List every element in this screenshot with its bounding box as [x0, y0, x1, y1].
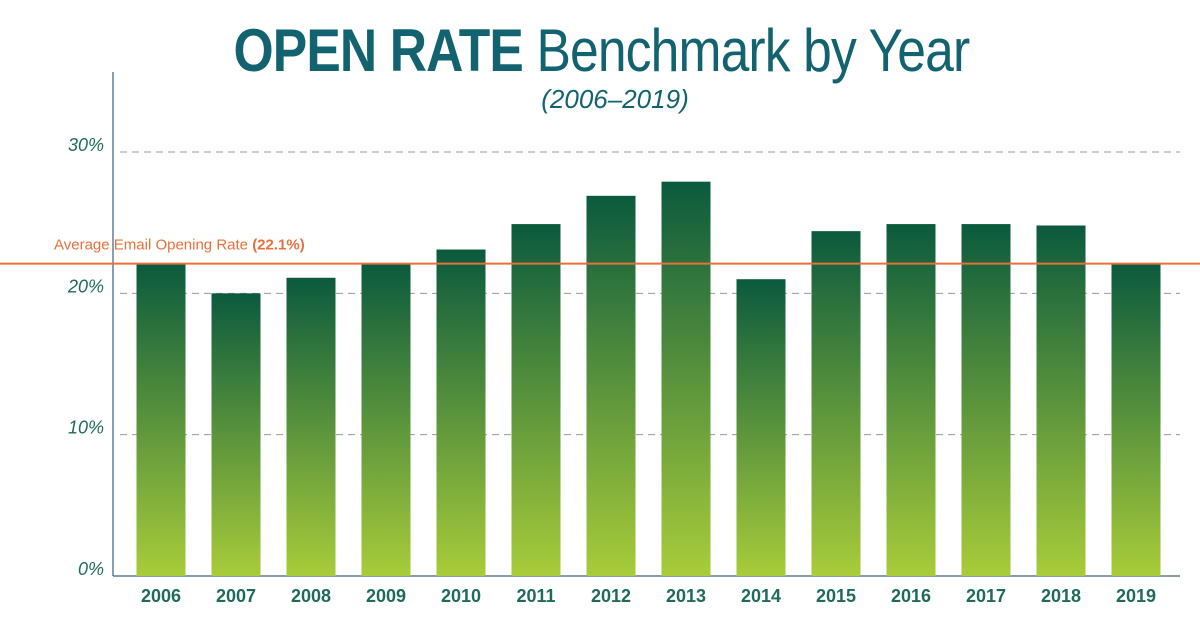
gridlines — [120, 151, 1180, 436]
chart-subtitle: (2006–2019) — [541, 84, 689, 114]
bar-2013 — [661, 181, 711, 576]
x-tick-label: 2017 — [966, 586, 1006, 606]
x-tick-label: 2016 — [891, 586, 931, 606]
bar-2006 — [136, 263, 186, 576]
y-tick-label: 20% — [67, 276, 104, 296]
chart-title: OPEN RATE Benchmark by Year — [85, 18, 1117, 84]
bar-2010 — [436, 249, 486, 576]
chart-header: OPEN RATE Benchmark by Year (2006–2019) — [0, 18, 1200, 115]
bar-2008 — [286, 277, 336, 576]
y-tick-label: 0% — [78, 559, 104, 579]
x-tick-labels: 2006 2007 2008 2009 2010 2011 2012 2013 2014 2015… — [141, 586, 1156, 606]
x-tick-label: 2012 — [591, 586, 631, 606]
bar-2007 — [211, 293, 261, 576]
bar-2011 — [511, 224, 561, 576]
bar-2014 — [736, 279, 786, 576]
average-label-text: Average Email Opening Rate — [54, 237, 248, 254]
average-label-value: (22.1%) — [252, 237, 305, 254]
average-label: Average Email Opening Rate (22.1%) — [54, 237, 305, 254]
title-bold: OPEN RATE — [233, 17, 523, 84]
bar-2009 — [361, 263, 411, 576]
x-tick-label: 2013 — [666, 586, 706, 606]
x-tick-label: 2014 — [741, 586, 781, 606]
bars — [136, 181, 1161, 576]
x-tick-label: 2007 — [216, 586, 256, 606]
x-tick-label: 2010 — [441, 586, 481, 606]
bar-2017 — [961, 224, 1011, 576]
bar-2019 — [1111, 263, 1161, 576]
x-tick-label: 2006 — [141, 586, 181, 606]
y-tick-labels: 0% 10% 20% 30% — [67, 135, 104, 579]
bar-2015 — [811, 231, 861, 576]
x-tick-label: 2019 — [1116, 586, 1156, 606]
x-tick-label: 2008 — [291, 586, 331, 606]
y-tick-label: 10% — [68, 418, 104, 438]
title-rest: Benchmark by Year — [536, 17, 970, 84]
x-tick-label: 2015 — [816, 586, 856, 606]
y-tick-label: 30% — [68, 135, 104, 155]
x-tick-label: 2009 — [366, 586, 406, 606]
bar-2016 — [886, 224, 936, 576]
bar-2012 — [586, 195, 636, 576]
bar-2018 — [1036, 225, 1086, 576]
x-tick-label: 2018 — [1041, 586, 1081, 606]
x-tick-label: 2011 — [516, 586, 555, 606]
